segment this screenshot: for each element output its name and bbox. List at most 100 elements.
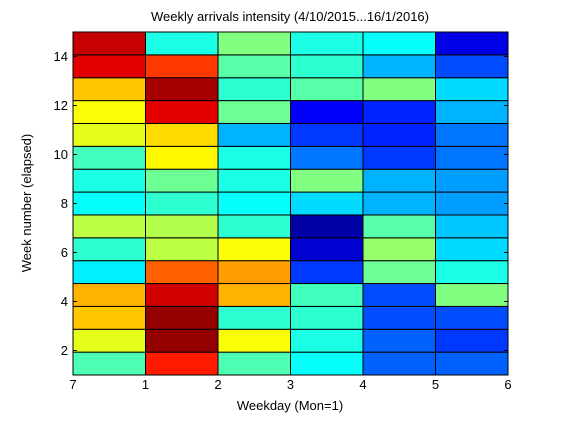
heatmap-cell	[362, 168, 436, 193]
heatmap-cell	[290, 122, 364, 147]
heatmap-cell	[290, 237, 364, 262]
heatmap-cell	[435, 31, 509, 56]
heatmap-cell	[362, 351, 436, 376]
heatmap-cell	[435, 122, 509, 147]
chart-title: Weekly arrivals intensity (4/10/2015...1…	[151, 9, 429, 24]
heatmap-cell	[435, 145, 509, 170]
heatmap-cell	[217, 260, 291, 285]
heatmap-cell	[72, 237, 146, 262]
heatmap-cell	[362, 54, 436, 79]
heatmap-cell	[72, 168, 146, 193]
heatmap-cell	[435, 305, 509, 330]
heatmap-cell	[145, 305, 219, 330]
heatmap-cell	[217, 77, 291, 102]
heatmap-cell	[362, 328, 436, 353]
heatmap-cell	[362, 191, 436, 216]
heatmap-cell	[435, 191, 509, 216]
heatmap-cell	[72, 100, 146, 124]
x-tick-label: 6	[504, 377, 511, 392]
heatmap-cell	[362, 31, 436, 56]
heatmap-cell	[290, 145, 364, 170]
heatmap-cell	[217, 145, 291, 170]
heatmap-cell	[435, 351, 509, 376]
heatmap-cell	[217, 328, 291, 353]
heatmap-cell	[290, 260, 364, 285]
heatmap-cell	[72, 260, 146, 285]
heatmap-cell	[290, 168, 364, 193]
heatmap-cell	[145, 77, 219, 102]
heatmap-cell	[72, 122, 146, 147]
heatmap-cell	[362, 100, 436, 124]
heatmap-cell	[290, 54, 364, 79]
heatmap-cell	[435, 260, 509, 285]
heatmap-cell	[435, 237, 509, 262]
y-tick-label: 4	[61, 294, 68, 309]
heatmap-cell	[362, 77, 436, 102]
x-tick-label: 3	[287, 377, 294, 392]
x-axis-ticks: 7 1 2 3 4 5 6	[69, 32, 512, 392]
heatmap-cell	[290, 191, 364, 216]
y-axis-label: Week number (elapsed)	[19, 134, 34, 273]
heatmap-cell	[435, 328, 509, 353]
y-tick-label: 10	[54, 147, 68, 162]
heatmap-cell	[435, 168, 509, 193]
heatmap-cell	[145, 31, 219, 56]
heatmap-cells	[72, 31, 509, 376]
heatmap-cell	[362, 214, 436, 239]
heatmap-cell	[435, 214, 509, 239]
heatmap-cell	[217, 351, 291, 376]
heatmap-cell	[362, 237, 436, 262]
heatmap-cell	[217, 168, 291, 193]
heatmap-cell	[290, 100, 364, 124]
heatmap-cell	[72, 283, 146, 307]
heatmap-cell	[217, 54, 291, 79]
heatmap-cell	[145, 100, 219, 124]
heatmap-cell	[145, 145, 219, 170]
heatmap-cell	[72, 305, 146, 330]
heatmap-cell	[290, 214, 364, 239]
heatmap-cell	[217, 31, 291, 56]
y-tick-label: 14	[54, 49, 68, 64]
heatmap-cell	[290, 77, 364, 102]
x-tick-label: 5	[432, 377, 439, 392]
heatmap-cell	[145, 351, 219, 376]
y-tick-label: 12	[54, 98, 68, 113]
heatmap-cell	[217, 237, 291, 262]
heatmap-cell	[290, 305, 364, 330]
x-tick-label: 1	[142, 377, 149, 392]
heatmap-cell	[290, 283, 364, 307]
y-axis-ticks: 2 4 6 8 10 12 14	[54, 49, 508, 358]
heatmap-cell	[290, 351, 364, 376]
heatmap-cell	[72, 31, 146, 56]
heatmap-cell	[435, 100, 509, 124]
heatmap-cell	[145, 214, 219, 239]
heatmap-cell	[72, 328, 146, 353]
heatmap-cell	[217, 305, 291, 330]
heatmap-cell	[290, 31, 364, 56]
heatmap-cell	[435, 77, 509, 102]
x-axis-label: Weekday (Mon=1)	[237, 398, 343, 413]
heatmap-cell	[72, 145, 146, 170]
x-tick-label: 4	[359, 377, 366, 392]
heatmap-cell	[435, 283, 509, 307]
x-tick-label: 2	[214, 377, 221, 392]
y-tick-label: 8	[61, 196, 68, 211]
heatmap-cell	[145, 237, 219, 262]
heatmap-cell	[290, 328, 364, 353]
heatmap-cell	[145, 191, 219, 216]
heatmap-cell	[145, 122, 219, 147]
heatmap-cell	[217, 191, 291, 216]
heatmap-cell	[145, 260, 219, 285]
heatmap-cell	[217, 283, 291, 307]
x-tick-label: 7	[69, 377, 76, 392]
heatmap-cell	[145, 328, 219, 353]
heatmap-cell	[362, 260, 436, 285]
heatmap-cell	[72, 191, 146, 216]
heatmap-cell	[145, 283, 219, 307]
heatmap-cell	[145, 168, 219, 193]
heatmap-cell	[72, 54, 146, 79]
heatmap-cell	[145, 54, 219, 79]
heatmap-cell	[435, 54, 509, 79]
y-tick-label: 2	[61, 343, 68, 358]
